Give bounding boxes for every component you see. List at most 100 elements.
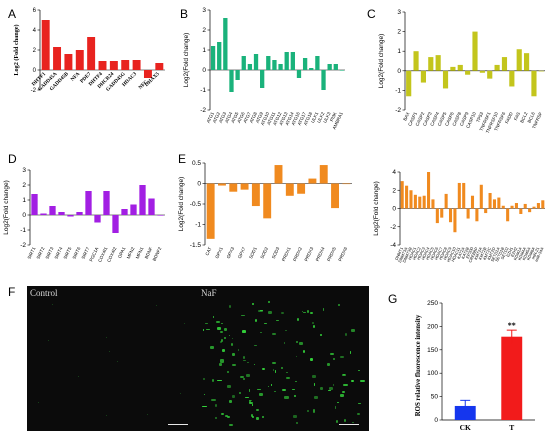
fluorescence-spot <box>336 420 338 423</box>
fluorescence-spot <box>241 315 245 317</box>
x-tick-label: BDNF <box>144 246 154 259</box>
fluorescence-spot <box>249 399 252 402</box>
bar <box>296 70 302 78</box>
naf-label: NaF <box>201 288 217 298</box>
fluorescence-spot <box>38 401 40 403</box>
fluorescence-spot <box>338 303 340 307</box>
y-tick-label: 250 <box>427 300 438 307</box>
panel-letter-c: C <box>367 7 376 21</box>
fluorescence-spot <box>358 402 361 405</box>
bar <box>284 52 289 70</box>
bar <box>253 54 259 70</box>
bar <box>435 208 439 224</box>
bar <box>130 204 137 215</box>
bar <box>206 183 215 239</box>
x-tick-label: EP300 <box>465 246 475 260</box>
fluorescence-spot <box>242 377 245 381</box>
fluorescence-spot <box>296 421 298 425</box>
x-tick-label: DNMT1 <box>394 246 405 261</box>
chart-g: G 0 50 100 150 200 250 ROS relative fluorescenc… <box>388 292 535 432</box>
x-tick-label: PRDX3 <box>303 246 314 262</box>
fluorescence-spot <box>249 400 251 404</box>
x-tick-label: CK <box>460 423 471 432</box>
x-tick-label: MFN1 <box>135 246 145 260</box>
y-axis-label: Log2(Fold change) <box>378 34 385 89</box>
fluorescence-spot <box>226 385 232 388</box>
bar <box>538 70 544 72</box>
bar <box>87 37 96 70</box>
bar <box>132 60 141 70</box>
bar <box>41 20 50 70</box>
y-axis-label: Log2(Fold change) <box>373 181 380 236</box>
x-tick-label: ATG4 <box>224 111 234 124</box>
fluorescence-spot <box>225 414 229 418</box>
bar <box>516 49 522 71</box>
y-tick-label: 0 <box>392 206 396 213</box>
y-tick-label: -1 <box>200 87 206 94</box>
fluorescence-spot <box>237 349 240 352</box>
x-tick-label: CASP9 <box>459 111 470 127</box>
fluorescence-spot <box>239 392 242 395</box>
x-tick-label: CASP4 <box>429 111 440 127</box>
fluorescence-spot <box>210 346 215 350</box>
bar <box>121 209 128 215</box>
fluorescence-spot <box>319 387 324 391</box>
fluorescence-spot <box>52 303 54 305</box>
x-tick-label: DNMT3A <box>397 246 409 263</box>
y-tick-label: -0.5 <box>190 201 202 208</box>
x-tick-label: CREBBP <box>467 246 479 263</box>
x-tick-label: SOD3 <box>271 246 281 260</box>
fluorescence-spot <box>264 323 268 325</box>
bar <box>472 31 478 71</box>
y-tick-label: 100 <box>427 370 438 377</box>
x-tick-label: HDAC6 <box>429 246 440 261</box>
fluorescence-spot <box>285 371 288 374</box>
fluorescence-spot <box>204 394 206 396</box>
x-tick-label: SIRT4 <box>54 246 64 260</box>
fluorescence-spot <box>296 341 298 343</box>
x-tick-label: SIRT3 <box>45 246 55 260</box>
bar <box>342 183 351 185</box>
x-tick-label: SIRT7 <box>81 246 91 260</box>
y-tick-label: 200 <box>427 323 438 330</box>
y-axis-label: Log2 (Fold change) <box>13 24 20 75</box>
x-tick-label: ATG10 <box>260 111 271 126</box>
bar <box>31 194 38 215</box>
bar <box>541 200 545 209</box>
y-tick-label: 1 <box>397 48 401 55</box>
fluorescence-spot <box>302 311 306 314</box>
fluorescence-spot <box>155 304 157 306</box>
x-tick-label: ATG9 <box>255 111 265 124</box>
y-tick-label: 0 <box>397 68 401 75</box>
bar <box>448 208 453 223</box>
y-axis-label: Log2(Fold change) <box>178 177 185 232</box>
fluorescence-spot <box>303 349 306 353</box>
x-tick-label: ATG18 <box>303 111 314 126</box>
fluorescence-spot <box>313 383 316 386</box>
x-tick-label: ATG14 <box>284 111 295 126</box>
bar <box>98 61 107 70</box>
fluorescence-spot <box>180 392 182 394</box>
x-tick-label: ATG2 <box>212 111 222 124</box>
x-tick-label: DNMT3B <box>401 246 413 263</box>
bar <box>309 68 314 70</box>
x-tick-label: KDM5A <box>521 246 531 261</box>
fluorescence-spot <box>272 369 274 372</box>
bar <box>217 42 222 70</box>
fluorescence-spot <box>259 393 264 396</box>
fluorescence-spot <box>340 355 345 358</box>
fluorescence-spot <box>283 341 286 344</box>
bar <box>497 197 501 209</box>
bar <box>427 172 431 209</box>
bar <box>319 165 328 184</box>
bar <box>488 192 492 209</box>
bar <box>218 183 226 186</box>
bar <box>274 165 283 184</box>
y-tick-label: -1.5 <box>190 242 202 249</box>
bar <box>94 215 101 223</box>
bar <box>327 64 332 70</box>
y-tick-label: -1 <box>20 227 26 234</box>
bar <box>260 70 265 88</box>
bar <box>157 215 164 216</box>
